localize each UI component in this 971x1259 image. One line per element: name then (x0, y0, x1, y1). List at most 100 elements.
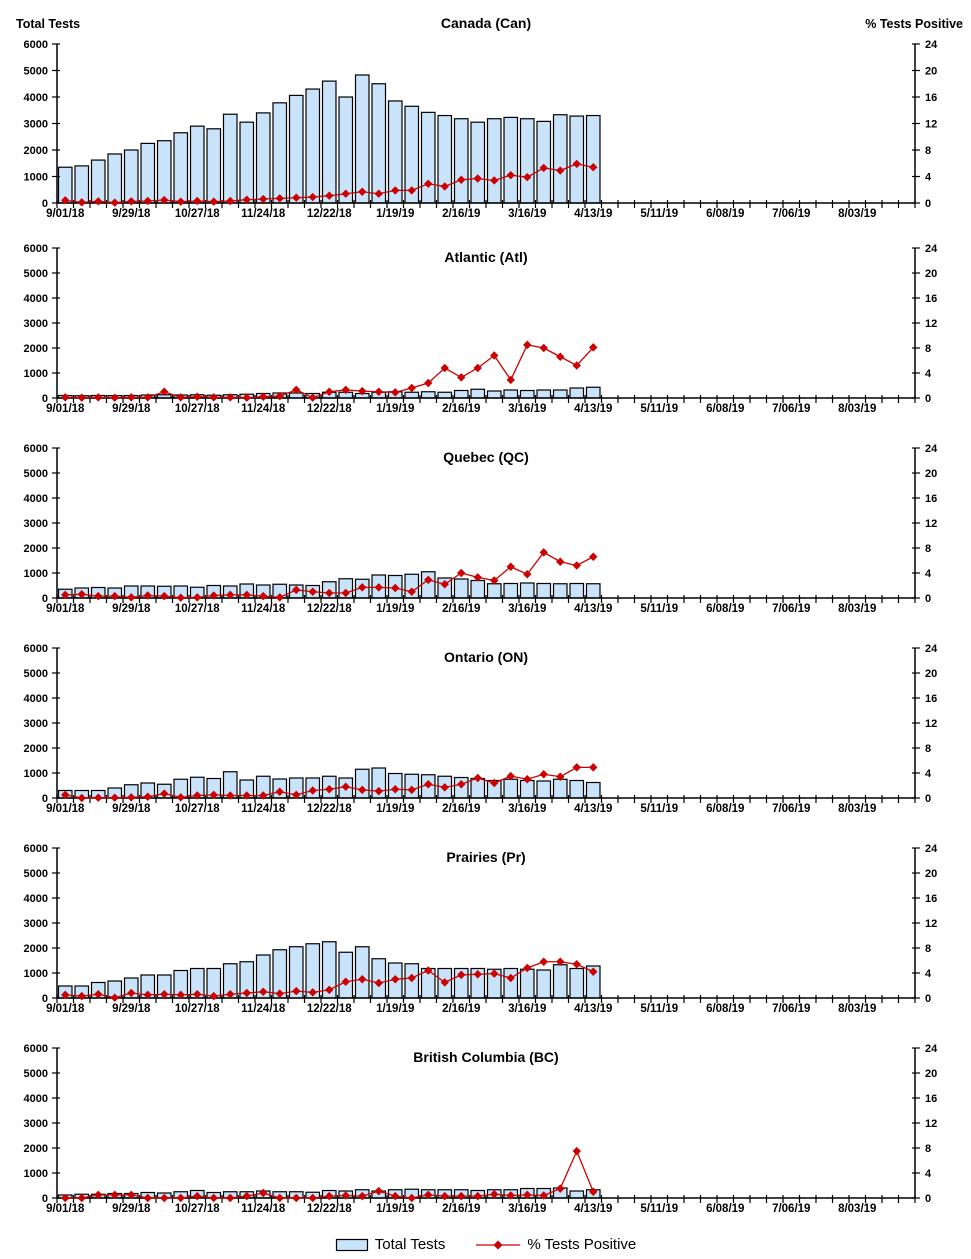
svg-text:0: 0 (42, 993, 48, 1005)
legend-item-pct-tests-positive: % Tests Positive (475, 1236, 636, 1253)
svg-text:4: 4 (925, 768, 932, 780)
svg-text:4: 4 (925, 368, 932, 380)
svg-text:1/19/19: 1/19/19 (376, 403, 414, 415)
pct-positive-line-swatch-icon (476, 1240, 521, 1249)
svg-text:9/29/18: 9/29/18 (112, 1203, 151, 1215)
svg-text:10/27/18: 10/27/18 (175, 603, 220, 615)
svg-text:12: 12 (925, 918, 937, 930)
svg-text:12: 12 (925, 518, 937, 530)
svg-text:4000: 4000 (24, 893, 48, 905)
svg-text:0: 0 (925, 198, 931, 210)
svg-text:12/22/18: 12/22/18 (307, 1203, 352, 1215)
svg-text:4/13/19: 4/13/19 (574, 603, 612, 615)
chart-canvas-atlantic: 0 1000 2000 3000 4000 5000 6000 0 4 8 12 16 20 24 9/01… (24, 243, 939, 415)
svg-text:1/19/19: 1/19/19 (376, 603, 414, 615)
chart-canvas-ontario: 0 1000 2000 3000 4000 5000 6000 0 4 8 12 16 20 24 9/01… (24, 643, 939, 815)
svg-text:1000: 1000 (24, 368, 48, 380)
svg-text:7/06/19: 7/06/19 (772, 803, 810, 815)
svg-text:12: 12 (925, 718, 937, 730)
legend-item-total-tests: Total Tests (335, 1236, 445, 1253)
svg-text:5000: 5000 (24, 1068, 48, 1080)
svg-text:20: 20 (925, 1068, 937, 1080)
chart-title: British Columbia (BC) (413, 1049, 558, 1065)
svg-text:9/29/18: 9/29/18 (112, 208, 151, 220)
svg-text:8/03/19: 8/03/19 (838, 1003, 876, 1015)
svg-text:8: 8 (925, 1143, 931, 1155)
svg-text:0: 0 (42, 793, 48, 805)
svg-text:12: 12 (925, 119, 937, 131)
svg-text:4/13/19: 4/13/19 (574, 208, 612, 220)
svg-text:4: 4 (925, 968, 932, 980)
svg-text:5000: 5000 (24, 868, 48, 880)
svg-text:5000: 5000 (24, 268, 48, 280)
svg-text:6/08/19: 6/08/19 (706, 803, 744, 815)
svg-text:5/11/19: 5/11/19 (640, 603, 678, 615)
svg-text:2000: 2000 (24, 145, 48, 157)
svg-text:7/06/19: 7/06/19 (772, 208, 810, 220)
svg-text:6/08/19: 6/08/19 (706, 208, 744, 220)
svg-text:2/16/19: 2/16/19 (442, 403, 480, 415)
svg-text:1000: 1000 (24, 1168, 48, 1180)
chart-title: Quebec (QC) (443, 449, 529, 465)
svg-text:6000: 6000 (24, 843, 48, 855)
svg-text:4: 4 (925, 172, 932, 184)
svg-text:8/03/19: 8/03/19 (838, 403, 876, 415)
svg-text:3/16/19: 3/16/19 (508, 1003, 546, 1015)
svg-text:9/29/18: 9/29/18 (112, 803, 151, 815)
svg-text:9/29/18: 9/29/18 (112, 603, 151, 615)
svg-text:16: 16 (925, 493, 937, 505)
svg-text:2000: 2000 (24, 943, 48, 955)
svg-text:9/29/18: 9/29/18 (112, 403, 151, 415)
svg-text:12/22/18: 12/22/18 (307, 603, 352, 615)
svg-text:2/16/19: 2/16/19 (442, 603, 480, 615)
svg-text:11/24/18: 11/24/18 (241, 1203, 286, 1215)
svg-text:24: 24 (925, 39, 938, 51)
svg-text:4/13/19: 4/13/19 (574, 403, 612, 415)
legend-label-pct-tests-positive: % Tests Positive (527, 1236, 637, 1253)
left-axis-title: Total Tests (16, 17, 80, 31)
svg-text:3/16/19: 3/16/19 (508, 603, 546, 615)
chart-prairies-pr: 0 1000 2000 3000 4000 5000 6000 0 4 8 12 16 20 24 9/01… (0, 830, 971, 1030)
svg-text:4000: 4000 (24, 293, 48, 305)
svg-text:24: 24 (925, 1043, 938, 1055)
svg-text:12: 12 (925, 318, 937, 330)
svg-text:9/01/18: 9/01/18 (46, 803, 85, 815)
svg-text:20: 20 (925, 268, 937, 280)
svg-text:5000: 5000 (24, 668, 48, 680)
svg-text:9/01/18: 9/01/18 (46, 1003, 85, 1015)
svg-text:10/27/18: 10/27/18 (175, 208, 220, 220)
svg-text:1/19/19: 1/19/19 (376, 208, 414, 220)
chart-quebec-qc: 0 1000 2000 3000 4000 5000 6000 0 4 8 12 16 20 24 9/01… (0, 430, 971, 630)
svg-text:3/16/19: 3/16/19 (508, 208, 546, 220)
svg-text:1000: 1000 (24, 968, 48, 980)
svg-text:8: 8 (925, 743, 931, 755)
right-axis-title: % Tests Positive (865, 17, 963, 31)
svg-text:12: 12 (925, 1118, 937, 1130)
chart-canvas-quebec: 0 1000 2000 3000 4000 5000 6000 0 4 8 12 16 20 24 9/01… (24, 443, 939, 615)
svg-text:10/27/18: 10/27/18 (175, 1003, 220, 1015)
svg-text:8: 8 (925, 543, 931, 555)
svg-text:12/22/18: 12/22/18 (307, 208, 352, 220)
svg-text:16: 16 (925, 293, 937, 305)
svg-text:9/01/18: 9/01/18 (46, 1203, 85, 1215)
svg-text:20: 20 (925, 868, 937, 880)
svg-text:1/19/19: 1/19/19 (376, 803, 414, 815)
svg-text:0: 0 (42, 1193, 48, 1205)
svg-text:6000: 6000 (24, 1043, 48, 1055)
svg-text:9/29/18: 9/29/18 (112, 1003, 151, 1015)
svg-text:3000: 3000 (24, 518, 48, 530)
svg-text:11/24/18: 11/24/18 (241, 603, 286, 615)
svg-text:20: 20 (925, 468, 937, 480)
svg-text:1/19/19: 1/19/19 (376, 1003, 414, 1015)
svg-text:10/27/18: 10/27/18 (175, 1203, 220, 1215)
svg-text:11/24/18: 11/24/18 (241, 208, 286, 220)
svg-text:24: 24 (925, 243, 938, 255)
svg-text:9/01/18: 9/01/18 (46, 403, 85, 415)
chart-title: Prairies (Pr) (446, 849, 525, 865)
svg-text:0: 0 (925, 1193, 931, 1205)
svg-text:24: 24 (925, 443, 938, 455)
chart-british-columbia-bc: 0 1000 2000 3000 4000 5000 6000 0 4 8 12 16 20 24 9/01… (0, 1030, 971, 1230)
svg-text:8/03/19: 8/03/19 (838, 603, 876, 615)
svg-text:2/16/19: 2/16/19 (442, 1003, 480, 1015)
svg-text:16: 16 (925, 693, 937, 705)
